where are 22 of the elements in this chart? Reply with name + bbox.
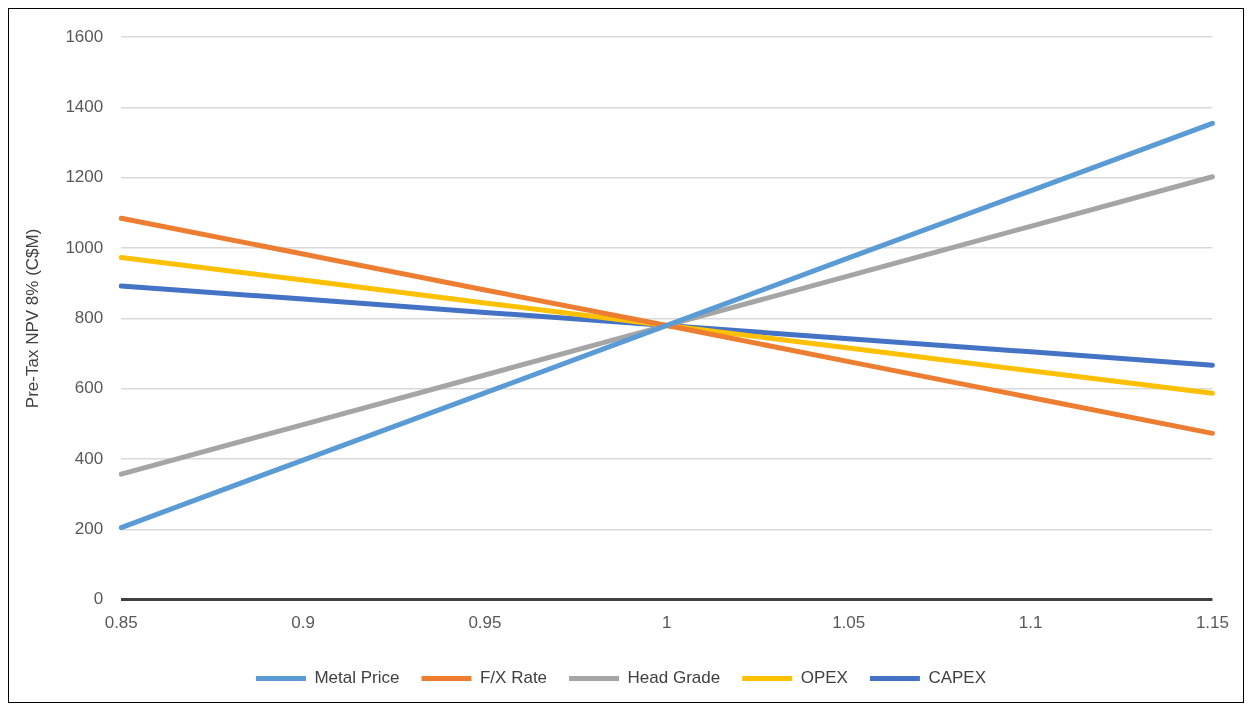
y-tick-label: 800 [74,308,104,328]
x-tick-label: 0.95 [468,613,502,633]
y-axis-title: Pre-Tax NPV 8% (C$M) [22,228,42,409]
y-tick-label: 1400 [65,97,104,117]
y-tick-label: 1600 [65,26,104,46]
x-tick-label: 1.15 [1195,613,1229,633]
legend-label: OPEX [800,668,848,688]
y-tick-label: 200 [74,518,104,538]
y-tick-label: 400 [74,448,104,468]
legend-label: Head Grade [627,668,721,688]
legend-label: F/X Rate [479,668,548,688]
y-tick-label: 1200 [65,167,104,187]
x-tick-label: 1 [662,613,672,633]
y-tick-label: 600 [74,378,104,398]
legend-label: CAPEX [928,668,987,688]
y-tick-label: 1000 [65,237,104,257]
x-tick-label: 0.85 [104,613,138,633]
y-tick-label: 0 [93,589,104,609]
x-tick-label: 0.9 [291,613,315,633]
x-tick-label: 1.1 [1018,613,1043,633]
legend-label: Metal Price [314,668,400,688]
x-tick-label: 1.05 [832,613,866,633]
